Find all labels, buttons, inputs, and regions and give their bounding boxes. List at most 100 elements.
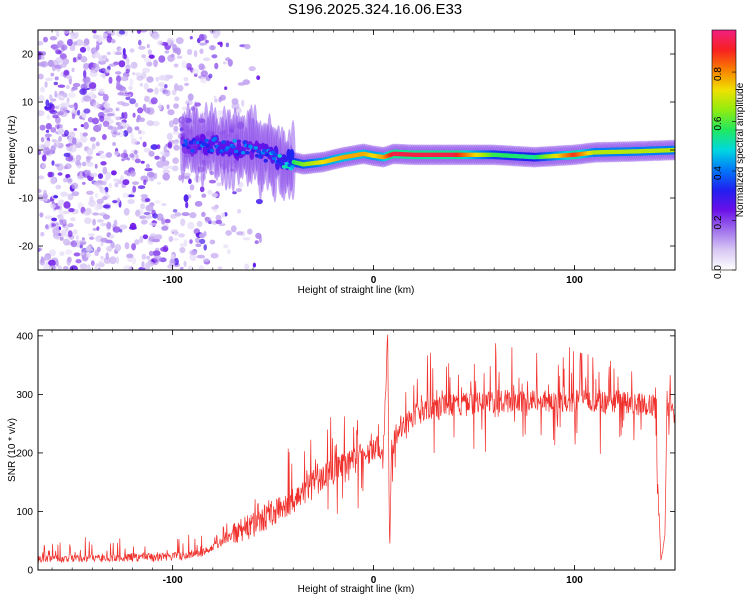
ridge-core (235, 152, 240, 157)
noise-blob (144, 198, 151, 203)
noise-blob (61, 44, 68, 51)
noise-blob (87, 117, 94, 123)
noise-blob (63, 201, 71, 209)
noise-blob (100, 222, 107, 227)
noise-blob (99, 154, 107, 159)
noise-blob (112, 226, 121, 233)
noise-blob (73, 252, 81, 257)
noise-blob (53, 81, 58, 86)
noise-blob (68, 208, 75, 213)
noise-blob (235, 188, 242, 193)
noise-blob (195, 237, 201, 244)
noise-blob (38, 73, 44, 80)
spectrogram-x-axis-label: Height of straight line (km) (298, 285, 415, 296)
noise-blob (168, 165, 172, 169)
noise-blob (39, 124, 46, 131)
ridge-core (280, 158, 285, 163)
noise-blob (70, 240, 78, 248)
noise-blob (62, 92, 68, 98)
noise-blob (79, 171, 83, 177)
noise-blob (97, 150, 105, 155)
noise-blob (132, 185, 137, 193)
noise-blob (138, 39, 142, 46)
noise-blob (171, 89, 177, 96)
noise-blob (84, 217, 92, 225)
noise-blob (39, 212, 44, 218)
noise-blob (225, 42, 229, 48)
noise-blob (177, 85, 184, 92)
noise-blob (41, 154, 47, 162)
noise-blob (52, 44, 59, 51)
noise-blob (75, 39, 84, 46)
noise-blob (139, 30, 148, 33)
noise-blob (187, 265, 193, 270)
noise-blob (45, 224, 49, 230)
noise-blob (59, 236, 64, 241)
noise-blob (60, 229, 67, 237)
noise-blob (134, 126, 140, 131)
noise-blob (196, 254, 205, 259)
noise-blob (139, 235, 144, 244)
noise-blob (94, 249, 100, 257)
noise-blob (118, 130, 125, 138)
noise-blob (76, 175, 85, 180)
noise-blob (141, 253, 147, 260)
noise-blob (209, 171, 214, 176)
snr-y-axis-label: SNR (10 * v/v) (7, 418, 18, 482)
colorbar-label: Normalized spectral amplitude (735, 82, 746, 217)
noise-blob (100, 161, 107, 166)
noise-blob (44, 215, 53, 220)
noise-blob (155, 76, 160, 82)
noise-blob (187, 48, 193, 56)
noise-blob (221, 212, 225, 218)
noise-blob (140, 203, 146, 210)
noise-blob (112, 142, 116, 146)
noise-blob (118, 60, 126, 68)
noise-blob (199, 186, 205, 193)
noise-blob (101, 107, 105, 111)
y-tick-label: 400 (16, 331, 33, 342)
noise-blob (83, 95, 92, 102)
noise-blob (65, 75, 73, 79)
noise-blob (104, 177, 109, 182)
noise-blob (168, 120, 175, 128)
noise-blob (93, 51, 100, 59)
noise-blob (156, 160, 165, 168)
noise-blob (219, 94, 226, 101)
noise-blob (96, 34, 101, 43)
ridge-core (241, 150, 246, 155)
noise-blob (121, 112, 125, 119)
noise-blob (199, 48, 204, 55)
noise-blob (141, 261, 145, 269)
noise-blob (142, 234, 149, 240)
noise-blob (89, 70, 98, 77)
spectrogram-marks (38, 30, 675, 270)
noise-blob (196, 220, 203, 227)
noise-blob (75, 239, 80, 243)
noise-blob (213, 95, 217, 99)
noise-blob (166, 132, 173, 141)
noise-blob (52, 227, 60, 235)
noise-blob (55, 57, 63, 64)
noise-blob (63, 266, 69, 270)
noise-blob (172, 117, 179, 125)
noise-blob (124, 242, 130, 250)
noise-blob (195, 243, 202, 248)
noise-blob (161, 219, 166, 225)
noise-blob (158, 75, 167, 81)
y-tick-label: 0 (27, 566, 33, 577)
noise-blob (67, 256, 72, 263)
noise-blob (121, 158, 125, 162)
noise-blob (58, 103, 66, 109)
ridge-core (262, 148, 267, 153)
noise-blob (75, 32, 79, 37)
noise-blob (129, 98, 137, 105)
colorbar-tick-label: 0.8 (713, 67, 724, 81)
noise-blob (126, 253, 134, 259)
ridge-core (264, 153, 270, 157)
noise-blob (124, 93, 132, 98)
ridge-core (242, 140, 247, 144)
noise-blob (187, 67, 192, 71)
noise-blob (222, 61, 227, 65)
noise-blob (95, 44, 100, 51)
